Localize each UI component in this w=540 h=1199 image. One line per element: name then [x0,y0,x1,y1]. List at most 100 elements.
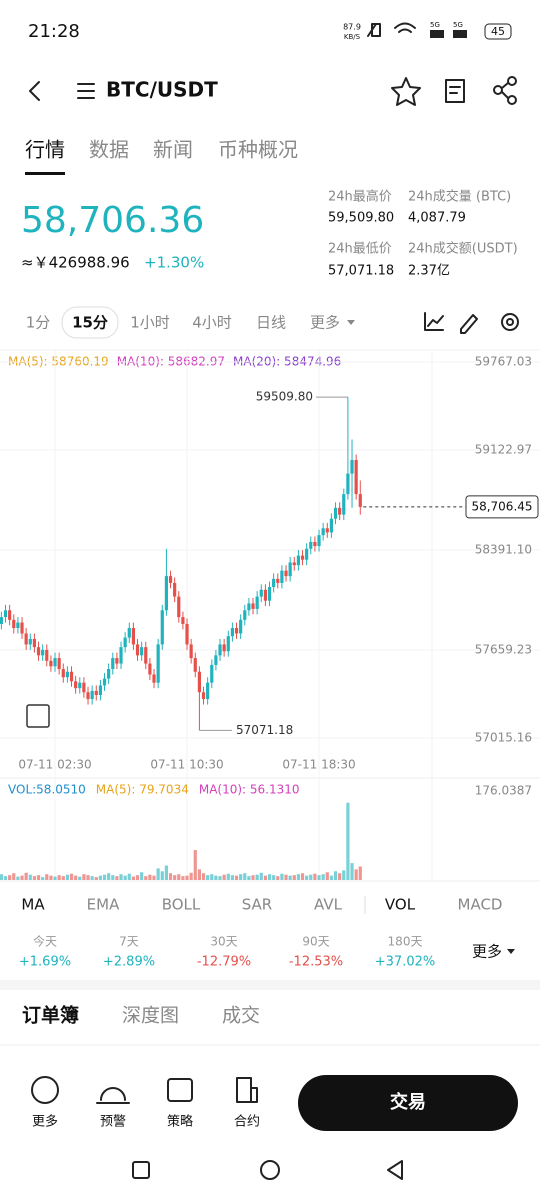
candle-body [86,692,90,700]
book-tab[interactable]: 深度图 [122,1005,179,1027]
book-tab[interactable]: 订单簿 [22,1004,79,1027]
chart-type-button[interactable] [424,312,444,331]
candle-body [3,610,8,618]
tab[interactable]: 数据 [89,138,129,162]
volume-bar [45,874,49,880]
performance-change: +1.69% [19,955,71,970]
tab[interactable]: 币种概况 [218,138,298,162]
candle-body [280,570,284,583]
volume-bar [94,877,98,880]
indicator[interactable]: VOL [385,896,416,914]
status-time: 21:28 [28,21,80,42]
volume-bar [255,874,259,880]
interval[interactable]: 4小时 [192,314,232,332]
volume-bar [164,865,168,880]
tab-indicator [25,172,65,175]
candle-body [115,658,119,664]
candle-body [45,649,49,661]
indicator[interactable]: BOLL [162,896,201,914]
volume-bar [300,873,305,880]
indicator[interactable]: MA [21,896,45,914]
dropdown-arrow [507,949,515,954]
pair-title: BTC/USDT [106,78,218,102]
volume-bar [61,876,65,880]
volume-bar [333,871,338,880]
candle-body [317,535,321,547]
volume-bar [24,872,28,880]
interval[interactable]: 1分 [26,314,51,332]
last-price: 58,706.36 [21,200,204,241]
back-nav-button[interactable] [387,1160,403,1180]
nav-item[interactable]: 预警 [100,1114,126,1130]
volume-bar [296,874,300,880]
draw-button[interactable] [460,314,478,334]
performance-row: 今天 +1.69% 7天 +2.89% 30天 -12.79% 90天 -12.53% 180天… [19,934,435,970]
nav-item[interactable]: 更多 [32,1114,58,1130]
book-tab[interactable]: 成交 [222,1005,260,1027]
favorite-button[interactable] [391,77,421,106]
volume-bar [259,872,263,880]
candle-body [272,578,276,588]
candle-body [32,638,36,648]
indicator[interactable]: EMA [87,896,120,914]
interval[interactable]: 15分 [72,314,108,332]
stat-value: 59,509.80 [328,211,394,226]
volume-bar [181,876,185,880]
performance-change: -12.79% [197,955,251,970]
wifi-icon [394,22,416,33]
volume-bar [78,876,82,880]
volume-bar [127,873,131,880]
share-button[interactable] [493,76,517,105]
interval[interactable]: 日线 [256,314,286,332]
tab[interactable]: 行情 [25,138,65,162]
volume-bar [69,873,74,880]
nav-item[interactable]: 策略 [167,1114,193,1130]
settings-button[interactable] [501,313,519,331]
volume-bar [292,875,296,880]
recents-button[interactable] [132,1161,150,1179]
trade-button-label: 交易 [390,1091,426,1113]
nav-icon [31,1076,59,1104]
interval-more[interactable]: 更多 [310,314,340,332]
menu-button[interactable] [77,83,95,99]
volume-bar [329,875,333,880]
candle-body [49,660,53,667]
indicator[interactable]: SAR [242,896,272,914]
volume-bar [28,874,32,880]
low-label: 57071.18 [236,723,293,737]
note-button[interactable] [445,79,465,103]
back-button[interactable] [29,81,40,101]
performance-more[interactable]: 更多 [472,943,502,961]
candle-body [102,678,107,686]
indicator[interactable]: MACD [458,896,503,914]
volume-bar [206,875,210,880]
candle-body [173,582,177,597]
volume-bar [230,875,234,880]
candle-body [148,663,152,675]
nav-item[interactable]: 合约 [234,1115,260,1130]
candle-body [65,671,69,678]
interval[interactable]: 1小时 [130,314,170,332]
candle-body [350,459,354,474]
interval-selected [61,306,119,339]
tab[interactable]: 新闻 [153,138,193,162]
candle-body [210,664,214,683]
volume-bar [276,876,280,880]
candle-body [16,622,20,629]
volume-legend: MA(10): 56.1310 [199,783,300,797]
candle-body [41,649,45,656]
volume-bar [3,876,8,880]
indicator[interactable]: AVL [314,896,343,914]
home-button[interactable] [260,1160,280,1180]
volume-bar [36,875,41,880]
candle-body [333,507,338,519]
candle-body [135,644,140,656]
y-tick-label: 58391.10 [475,542,532,556]
trade-button[interactable] [298,1075,518,1131]
volume-bar [309,874,313,880]
section-gap [0,980,540,990]
fullscreen-button[interactable] [26,704,50,728]
volume-bar [148,874,152,880]
candle-body [69,671,74,682]
change-percent: +1.30% [144,254,204,272]
